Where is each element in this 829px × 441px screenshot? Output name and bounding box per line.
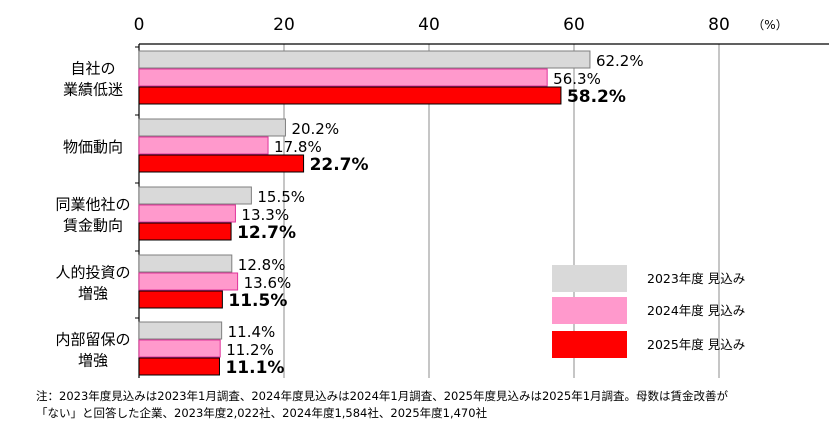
legend-label: 2025年度 見込み <box>647 337 745 352</box>
category-label: 業績低迷 <box>63 81 123 99</box>
bar <box>138 357 220 376</box>
x-tick-label: 20 <box>273 15 295 35</box>
data-label: 62.2% <box>596 52 644 70</box>
data-labels: 62.2% 20.2% 15.5% 12.8% 11.4% 56.3% 17.8% 13.3%… <box>225 52 643 378</box>
data-label: 17.8% <box>274 138 322 156</box>
data-label: 12.7% <box>237 223 296 243</box>
data-label: 13.3% <box>241 206 289 224</box>
bar-chart: 0 20 40 60 80 （%） 自社の業績低迷物価動向同業他社の賃金動向人的投資の増強… <box>55 15 829 378</box>
bar <box>138 272 239 291</box>
category-label: 自社の <box>70 60 115 78</box>
legend: 2023年度 見込み 2024年度 見込み 2025年度 見込み <box>552 265 745 358</box>
bar <box>138 339 221 358</box>
bar <box>138 136 269 155</box>
category-label: 物価動向 <box>63 138 123 156</box>
category-label: 内部留保の <box>55 331 130 349</box>
legend-swatch <box>552 265 627 292</box>
bar <box>138 290 223 309</box>
bars <box>138 50 591 376</box>
x-tick-label: 40 <box>418 15 440 35</box>
footnote-line-1: 注：2023年度見込みは2023年1月調査、2024年度見込みは2024年1月調… <box>36 389 729 403</box>
data-label: 22.7% <box>310 155 369 175</box>
bar <box>138 50 591 69</box>
data-label: 15.5% <box>257 188 305 206</box>
bar <box>138 68 548 87</box>
bar <box>138 86 562 105</box>
data-label: 11.4% <box>228 323 276 341</box>
x-tick-label: 60 <box>563 15 585 35</box>
category-label: 増強 <box>78 285 108 303</box>
bar <box>138 204 236 223</box>
bar <box>138 186 252 205</box>
x-tick-label: 0 <box>134 15 145 35</box>
legend-swatch <box>552 331 627 358</box>
legend-label: 2024年度 見込み <box>647 303 745 318</box>
data-label: 20.2% <box>291 120 339 138</box>
data-label: 58.2% <box>567 87 626 107</box>
category-label: 同業他社の <box>55 196 130 214</box>
data-label: 56.3% <box>553 70 601 88</box>
data-label: 11.2% <box>226 341 274 359</box>
footnote-line-2: 「ない」と回答した企業、2023年度2,022社、2024年度1,584社、20… <box>36 406 488 420</box>
data-label: 11.1% <box>225 358 284 378</box>
category-label: 増強 <box>78 352 108 370</box>
unit-label: （%） <box>752 18 787 32</box>
data-label: 11.5% <box>228 291 287 311</box>
bar <box>138 154 305 173</box>
data-label: 13.6% <box>244 274 292 292</box>
legend-label: 2023年度 見込み <box>647 271 745 286</box>
category-label: 賃金動向 <box>63 217 123 235</box>
category-label: 人的投資の <box>55 264 130 282</box>
x-tick-label: 80 <box>708 15 730 35</box>
bar <box>138 222 232 241</box>
bar <box>138 254 233 273</box>
legend-swatch <box>552 297 627 324</box>
bar <box>138 118 286 137</box>
bar <box>138 321 223 340</box>
data-label: 12.8% <box>238 256 286 274</box>
x-axis-ticks: 0 20 40 60 80 （%） <box>134 15 788 35</box>
